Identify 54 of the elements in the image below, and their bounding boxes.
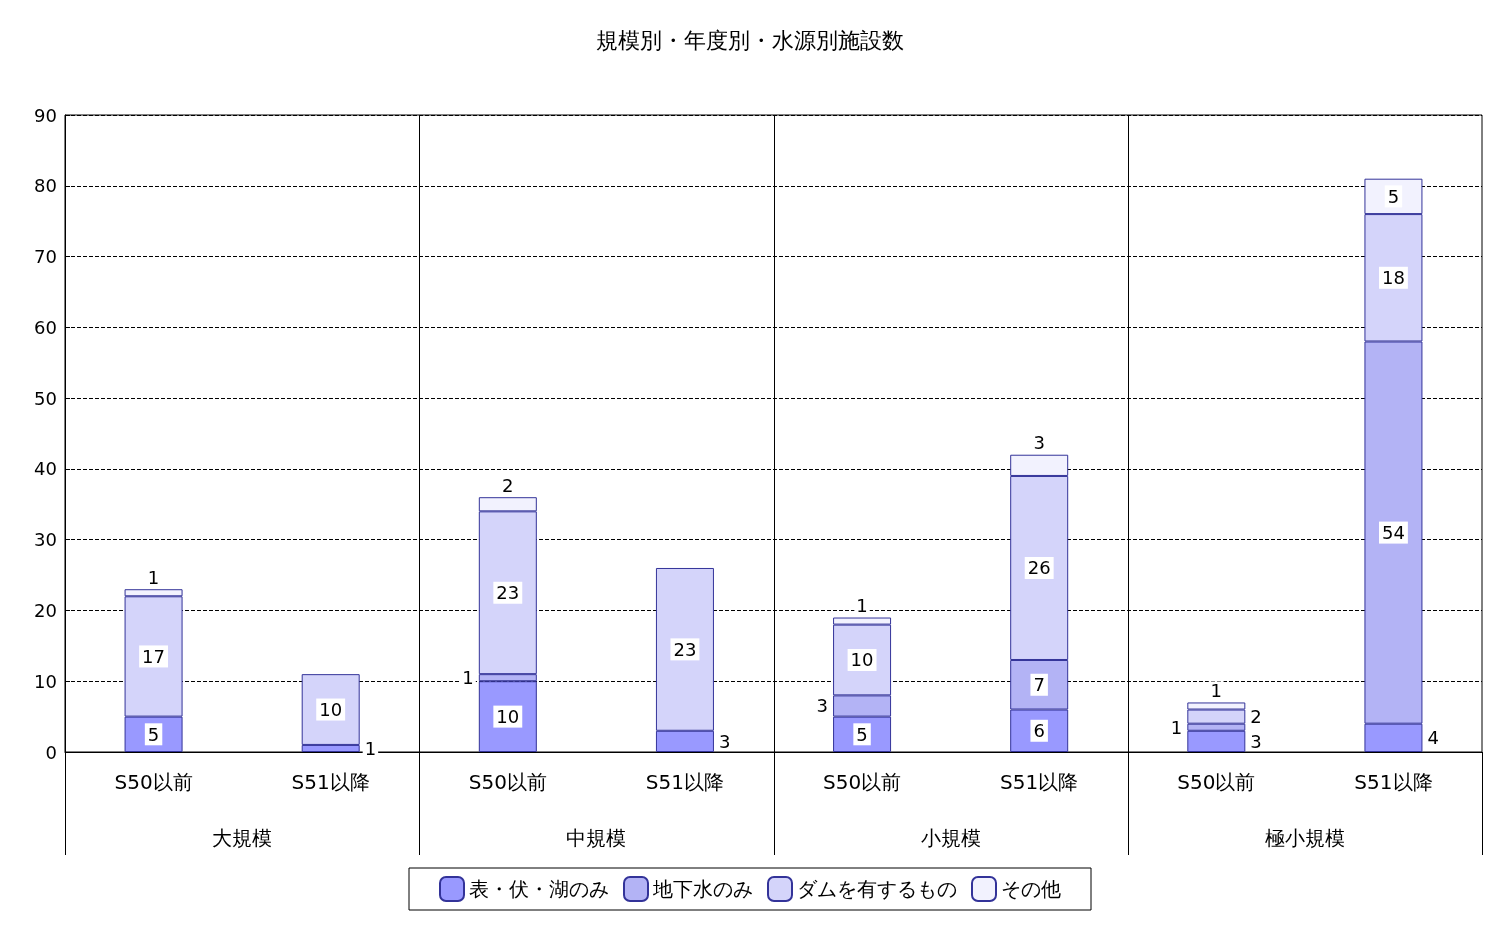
data-label: 1	[462, 667, 474, 689]
data-label: 5	[856, 723, 868, 745]
data-label: 2	[502, 474, 514, 496]
chart-title: 規模別・年度別・水源別施設数	[596, 27, 904, 53]
y-tick-label: 30	[34, 529, 57, 551]
x-tick-label: S51以降	[291, 770, 370, 794]
x-tick-label: S51以降	[1000, 770, 1079, 794]
data-label: 10	[850, 649, 874, 671]
x-tick-label: S51以降	[1354, 770, 1433, 794]
text: 中規模	[566, 826, 627, 850]
y-tick-label: 40	[34, 458, 57, 480]
legend-label: 表・伏・湖のみ	[469, 877, 609, 901]
data-label: 4	[1427, 727, 1439, 749]
y-tick-label: 60	[34, 316, 57, 338]
y-tick-label: 10	[34, 670, 57, 692]
x-tick-label: S50以前	[114, 770, 193, 794]
data-label: 5	[1387, 185, 1400, 207]
legend-label: 地下水のみ	[652, 877, 753, 901]
x-tick-label: S50以前	[468, 770, 547, 794]
data-label: 3	[718, 730, 731, 752]
y-tick-label: 80	[34, 175, 57, 197]
y-tick-label: 0	[45, 741, 57, 763]
y-tick-label: 20	[34, 599, 57, 621]
x-tick-label: S50以前	[1177, 770, 1256, 794]
data-label: 1	[856, 595, 868, 617]
data-label: 10	[319, 699, 343, 721]
y-tick-label: 50	[34, 387, 57, 409]
y-tick-label: 70	[34, 246, 57, 268]
text: 大規模	[212, 826, 273, 850]
data-label: 17	[142, 645, 166, 667]
data-label: 54	[1381, 522, 1405, 544]
data-label: 2	[1250, 706, 1262, 728]
data-label: 10	[496, 706, 520, 728]
data-label: 3	[1250, 730, 1262, 752]
text: 小規模	[920, 826, 981, 850]
data-label: 1	[364, 737, 377, 759]
data-label: 23	[496, 582, 520, 604]
data-label: 3	[816, 695, 829, 717]
data-label: 3	[1033, 432, 1045, 454]
data-label: 1	[1170, 716, 1183, 738]
data-label: 6	[1033, 720, 1045, 742]
legend-label: ダムを有するもの	[797, 877, 957, 901]
y-tick-label: 90	[34, 104, 57, 126]
text: 極小規模	[1264, 826, 1345, 850]
data-label: 26	[1027, 557, 1051, 579]
data-label: 1	[1210, 679, 1223, 701]
data-label: 5	[147, 723, 160, 745]
x-tick-label: S50以前	[822, 770, 902, 794]
data-label: 18	[1381, 267, 1405, 289]
data-label: 23	[673, 638, 697, 660]
data-label: 7	[1033, 674, 1045, 696]
legend-label: その他	[1001, 877, 1061, 901]
data-label: 1	[147, 566, 160, 588]
x-tick-label: S51以降	[645, 770, 725, 794]
